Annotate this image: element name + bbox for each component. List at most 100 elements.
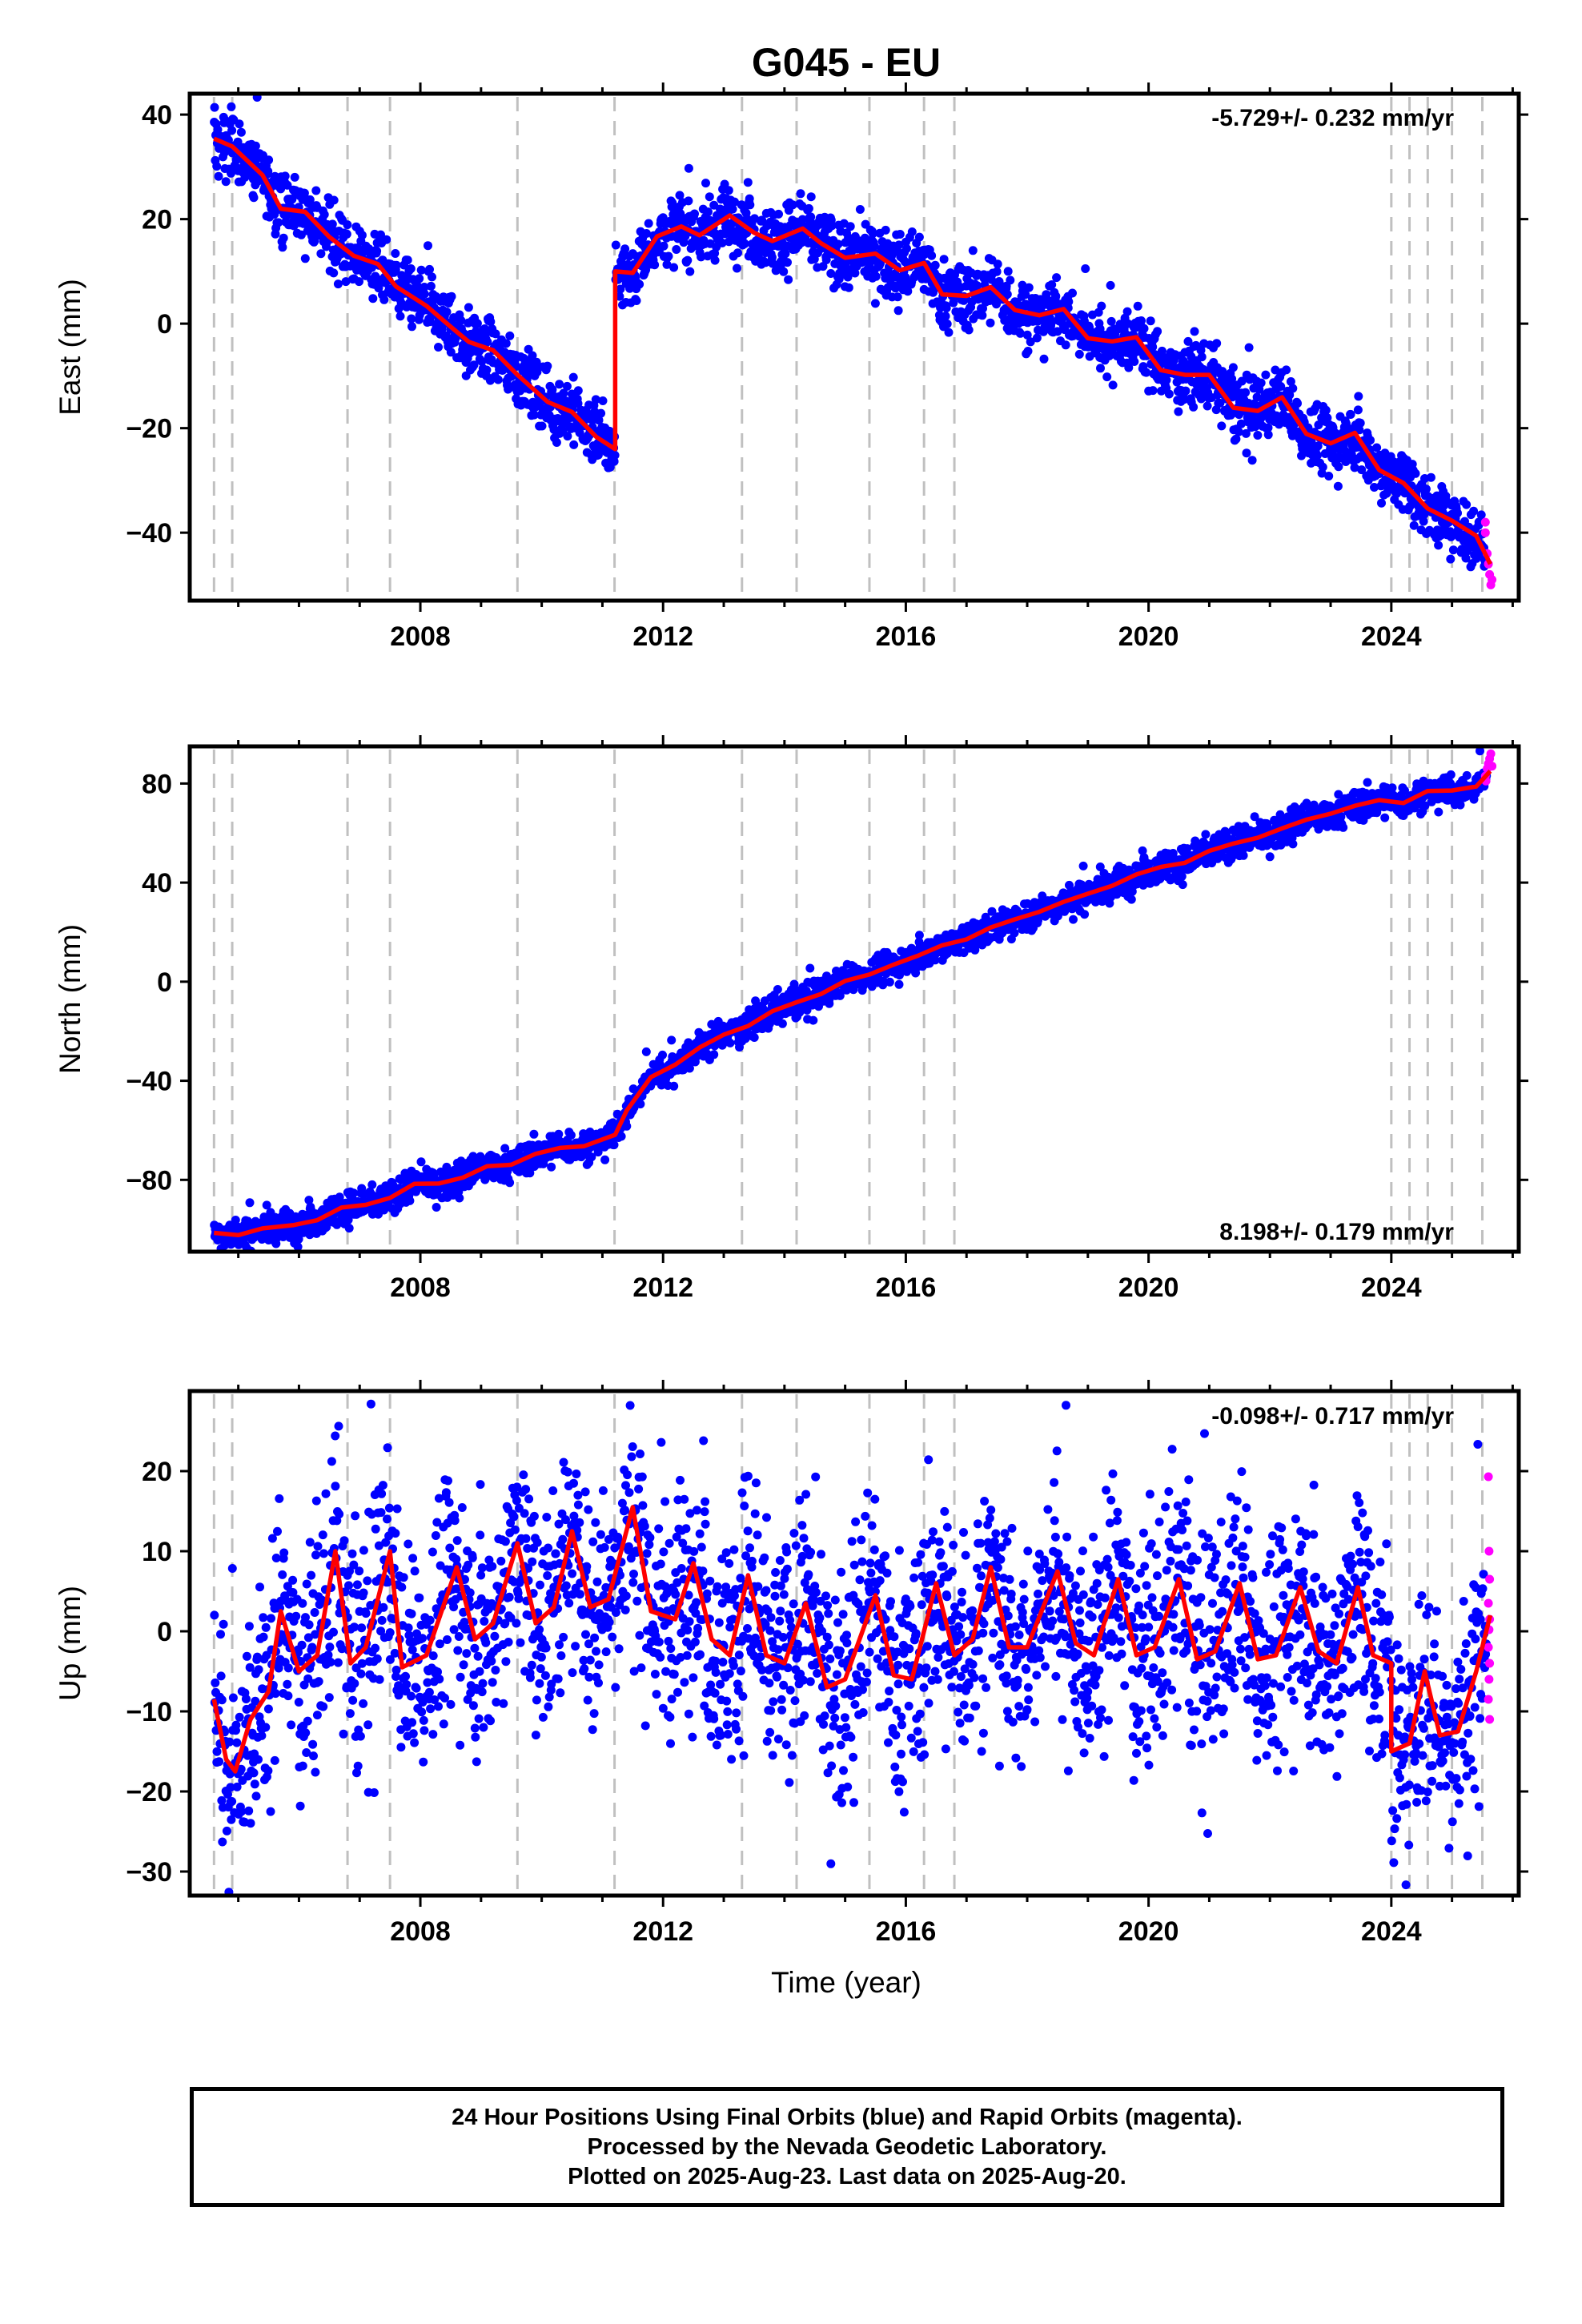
data-point: [500, 1144, 510, 1153]
data-point: [806, 192, 816, 202]
data-point: [472, 319, 482, 328]
data-point: [227, 126, 237, 135]
data-point: [1263, 430, 1273, 440]
data-point: [568, 372, 578, 382]
data-point: [668, 198, 677, 207]
data-point: [620, 244, 630, 254]
data-point: [532, 368, 542, 376]
data-point: [1228, 363, 1238, 372]
data-point: [434, 343, 443, 352]
data-point: [283, 180, 292, 190]
data-point: [658, 1050, 667, 1059]
data-point: [1021, 290, 1030, 300]
data-point: [1080, 910, 1090, 919]
data-point: [1053, 327, 1062, 336]
data-point: [563, 432, 572, 441]
data-point: [1015, 328, 1025, 338]
data-point: [1183, 336, 1193, 346]
data-point: [304, 1196, 314, 1205]
data-point: [251, 141, 260, 151]
data-point: [1334, 462, 1343, 472]
data-point: [903, 287, 913, 296]
data-point: [914, 931, 924, 940]
data-point: [809, 1015, 818, 1025]
data-point: [728, 204, 737, 214]
data-point: [1357, 465, 1367, 475]
data-point: [1024, 283, 1034, 292]
data-point: [789, 979, 799, 989]
data-point: [1409, 521, 1419, 530]
data-point: [343, 220, 352, 230]
data-point: [1203, 401, 1212, 411]
data-point: [1046, 319, 1056, 328]
data-point: [642, 229, 651, 238]
data-point: [611, 240, 620, 250]
data-point: [455, 1193, 464, 1203]
data-point: [525, 1168, 535, 1178]
data-point: [1286, 377, 1295, 386]
data-point: [428, 272, 436, 282]
data-point: [1032, 333, 1042, 343]
data-point: [424, 241, 432, 251]
data-point: [669, 263, 679, 272]
data-point: [743, 178, 753, 187]
data-point: [1201, 830, 1211, 839]
data-point: [447, 292, 456, 301]
data-point: [1372, 443, 1382, 452]
data-point: [644, 219, 653, 228]
data-point: [1419, 517, 1428, 526]
data-point: [227, 102, 236, 111]
data-point: [609, 1140, 619, 1150]
data-point: [667, 1035, 677, 1045]
data-point: [290, 172, 299, 182]
data-point: [1061, 340, 1070, 350]
data-point: [1318, 462, 1327, 472]
data-point: [710, 255, 720, 265]
data-point: [505, 331, 515, 340]
data-point: [426, 281, 436, 291]
data-point: [1276, 382, 1286, 391]
data-point: [1419, 509, 1429, 519]
data-point: [355, 277, 363, 287]
data-point: [635, 279, 644, 289]
data-point: [446, 348, 456, 357]
data-point: [1068, 288, 1077, 298]
data-point: [1039, 354, 1049, 364]
data-point: [501, 339, 511, 348]
data-point: [1241, 388, 1251, 397]
data-point: [860, 233, 869, 243]
data-point: [914, 232, 924, 242]
data-point: [788, 200, 797, 210]
data-point: [616, 1132, 626, 1141]
data-point: [299, 188, 309, 198]
data-point: [1139, 324, 1149, 333]
data-point: [554, 1129, 564, 1139]
data-point: [1097, 301, 1106, 311]
data-point: [1179, 395, 1189, 404]
data-point: [1324, 472, 1334, 480]
data-point: [724, 186, 733, 195]
data-point: [1182, 844, 1192, 854]
data-point: [1189, 402, 1199, 412]
data-point: [425, 264, 434, 274]
data-point: [231, 1216, 240, 1224]
data-point: [850, 268, 860, 278]
data-point: [403, 255, 412, 265]
data-point: [333, 279, 343, 289]
data-point: [300, 254, 310, 263]
data-point: [697, 252, 706, 262]
data-point: [532, 357, 541, 367]
data-point: [701, 179, 710, 188]
data-point: [968, 246, 978, 255]
data-point: [610, 451, 620, 460]
data-point: [1241, 428, 1251, 438]
data-point: [262, 1200, 271, 1210]
data-point: [768, 259, 777, 268]
data-point: [822, 971, 831, 981]
y-tick-label: 40: [142, 100, 172, 131]
data-point: [993, 259, 1002, 269]
data-point: [543, 361, 552, 371]
data-point: [685, 1063, 694, 1073]
data-point: [1227, 374, 1237, 384]
data-point: [1215, 398, 1225, 408]
